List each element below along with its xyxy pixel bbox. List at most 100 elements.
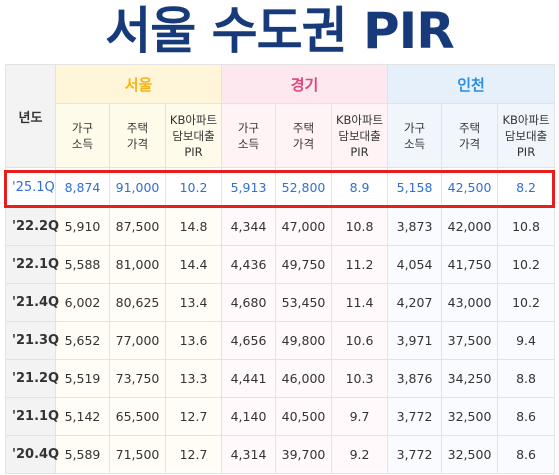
cell-seoul-kb-pir: 13.6: [164, 321, 223, 360]
cell-incheon-kb-pir: 8.6: [497, 397, 556, 436]
cell-incheon-kb-pir: 10.2: [497, 283, 556, 322]
sub-header-incheon-household-income: 가구 소득: [387, 103, 443, 168]
cell-incheon-house-price: 43,000: [441, 283, 499, 322]
table-row: '22.2Q 5,910 87,500 14.8 4,344 47,000 10.8 3,87…: [5, 207, 556, 246]
cell-incheon-house-price: 42,500: [441, 167, 499, 208]
cell-incheon-kb-pir: 8.8: [497, 359, 556, 398]
cell-seoul-household-income: 5,588: [55, 245, 110, 284]
cell-incheon-kb-pir: 10.2: [497, 245, 556, 284]
cell-incheon-house-price: 37,500: [441, 321, 499, 360]
cell-gyeonggi-household-income: 5,913: [221, 167, 277, 208]
cell-gyeonggi-house-price: 39,700: [275, 435, 333, 474]
table-row: '22.1Q 5,588 81,000 14.4 4,436 49,750 11.2 4,05…: [5, 245, 556, 284]
cell-gyeonggi-household-income: 4,140: [221, 397, 277, 436]
cell-seoul-kb-pir: 12.7: [164, 435, 223, 474]
cell-gyeonggi-kb-pir: 11.2: [331, 245, 389, 284]
cell-gyeonggi-house-price: 47,000: [275, 207, 333, 246]
group-header-seoul: 서울: [54, 64, 223, 104]
table-row: '21.4Q 6,002 80,625 13.4 4,680 53,450 11.4 4,20…: [5, 283, 556, 322]
cell-incheon-house-price: 32,500: [441, 435, 499, 474]
row-year: '21.1Q: [5, 397, 59, 436]
cell-gyeonggi-household-income: 4,314: [221, 435, 277, 474]
sub-header-incheon-kb-pir: KB아파트 담보대출 PIR: [497, 103, 556, 168]
cell-incheon-household-income: 3,772: [387, 397, 443, 436]
group-header-incheon: 인천: [387, 64, 556, 104]
cell-incheon-household-income: 3,873: [387, 207, 443, 246]
cell-gyeonggi-kb-pir: 10.8: [331, 207, 389, 246]
cell-incheon-house-price: 32,500: [441, 397, 499, 436]
cell-seoul-household-income: 6,002: [55, 283, 110, 322]
cell-incheon-house-price: 42,000: [441, 207, 499, 246]
cell-seoul-household-income: 5,142: [55, 397, 110, 436]
cell-seoul-kb-pir: 14.4: [164, 245, 223, 284]
cell-incheon-household-income: 3,876: [387, 359, 443, 398]
table-row: '21.2Q 5,519 73,750 13.3 4,441 46,000 10.3 3,87…: [5, 359, 556, 398]
cell-gyeonggi-house-price: 53,450: [275, 283, 333, 322]
table-row: '21.1Q 5,142 65,500 12.7 4,140 40,500 9.7 3,772…: [5, 397, 556, 436]
sub-header-gyeonggi-household-income: 가구 소득: [221, 103, 277, 168]
cell-gyeonggi-house-price: 49,750: [275, 245, 333, 284]
group-header-gyeonggi: 경기: [221, 64, 389, 104]
cell-seoul-house-price: 80,625: [109, 283, 166, 322]
row-year: '21.4Q: [5, 283, 59, 322]
cell-gyeonggi-household-income: 4,656: [221, 321, 277, 360]
cell-seoul-kb-pir: 12.7: [164, 397, 223, 436]
cell-gyeonggi-kb-pir: 9.7: [331, 397, 389, 436]
cell-seoul-household-income: 5,589: [55, 435, 110, 474]
cell-seoul-household-income: 5,519: [55, 359, 110, 398]
sub-header-gyeonggi-house-price: 주택 가격: [275, 103, 333, 168]
cell-gyeonggi-house-price: 49,800: [275, 321, 333, 360]
cell-seoul-house-price: 87,500: [109, 207, 166, 246]
cell-seoul-kb-pir: 13.4: [164, 283, 223, 322]
cell-gyeonggi-house-price: 40,500: [275, 397, 333, 436]
cell-gyeonggi-house-price: 52,800: [275, 167, 333, 208]
sub-header-gyeonggi-kb-pir: KB아파트 담보대출 PIR: [331, 103, 389, 168]
cell-gyeonggi-kb-pir: 10.6: [331, 321, 389, 360]
pir-table: 년도 서울 경기 인천 가구 소득 주택 가격 KB아파트 담보대출 PIR 가구 소…: [5, 64, 556, 474]
cell-seoul-household-income: 5,652: [55, 321, 110, 360]
cell-gyeonggi-kb-pir: 9.2: [331, 435, 389, 474]
sub-header-seoul-kb-pir: KB아파트 담보대출 PIR: [164, 103, 223, 168]
cell-seoul-house-price: 73,750: [109, 359, 166, 398]
year-column-header: 년도: [5, 64, 56, 168]
table-row: '25.1Q 8,874 91,000 10.2 5,913 52,800 8.9 5,158…: [5, 167, 556, 208]
cell-incheon-household-income: 3,971: [387, 321, 443, 360]
row-year: '20.4Q: [5, 435, 59, 474]
cell-seoul-house-price: 71,500: [109, 435, 166, 474]
row-year: '22.1Q: [5, 245, 59, 284]
table-row: '20.4Q 5,589 71,500 12.7 4,314 39,700 9.2 3,772…: [5, 435, 556, 474]
cell-seoul-house-price: 77,000: [109, 321, 166, 360]
cell-incheon-kb-pir: 8.6: [497, 435, 556, 474]
sub-header-incheon-house-price: 주택 가격: [441, 103, 499, 168]
cell-incheon-kb-pir: 10.8: [497, 207, 556, 246]
cell-incheon-household-income: 4,207: [387, 283, 443, 322]
cell-gyeonggi-house-price: 46,000: [275, 359, 333, 398]
cell-seoul-kb-pir: 13.3: [164, 359, 223, 398]
cell-gyeonggi-kb-pir: 11.4: [331, 283, 389, 322]
cell-gyeonggi-household-income: 4,680: [221, 283, 277, 322]
page-title: 서울 수도권 PIR: [105, 2, 455, 60]
cell-incheon-house-price: 34,250: [441, 359, 499, 398]
sub-header-seoul-household-income: 가구 소득: [55, 103, 110, 168]
cell-seoul-house-price: 91,000: [109, 167, 166, 208]
cell-incheon-kb-pir: 9.4: [497, 321, 556, 360]
row-year: '22.2Q: [5, 207, 59, 246]
cell-incheon-household-income: 4,054: [387, 245, 443, 284]
cell-gyeonggi-household-income: 4,344: [221, 207, 277, 246]
cell-gyeonggi-household-income: 4,436: [221, 245, 277, 284]
cell-gyeonggi-kb-pir: 8.9: [331, 167, 389, 208]
cell-seoul-household-income: 5,910: [55, 207, 110, 246]
table-row: '21.3Q 5,652 77,000 13.6 4,656 49,800 10.6 3,97…: [5, 321, 556, 360]
sub-header-seoul-house-price: 주택 가격: [109, 103, 166, 168]
cell-gyeonggi-kb-pir: 10.3: [331, 359, 389, 398]
cell-seoul-kb-pir: 10.2: [164, 167, 223, 208]
cell-seoul-house-price: 81,000: [109, 245, 166, 284]
cell-incheon-household-income: 3,772: [387, 435, 443, 474]
cell-incheon-kb-pir: 8.2: [497, 167, 556, 208]
cell-gyeonggi-household-income: 4,441: [221, 359, 277, 398]
cell-incheon-household-income: 5,158: [387, 167, 443, 208]
cell-seoul-house-price: 65,500: [109, 397, 166, 436]
cell-incheon-house-price: 41,750: [441, 245, 499, 284]
cell-seoul-kb-pir: 14.8: [164, 207, 223, 246]
row-year: '21.2Q: [5, 359, 59, 398]
